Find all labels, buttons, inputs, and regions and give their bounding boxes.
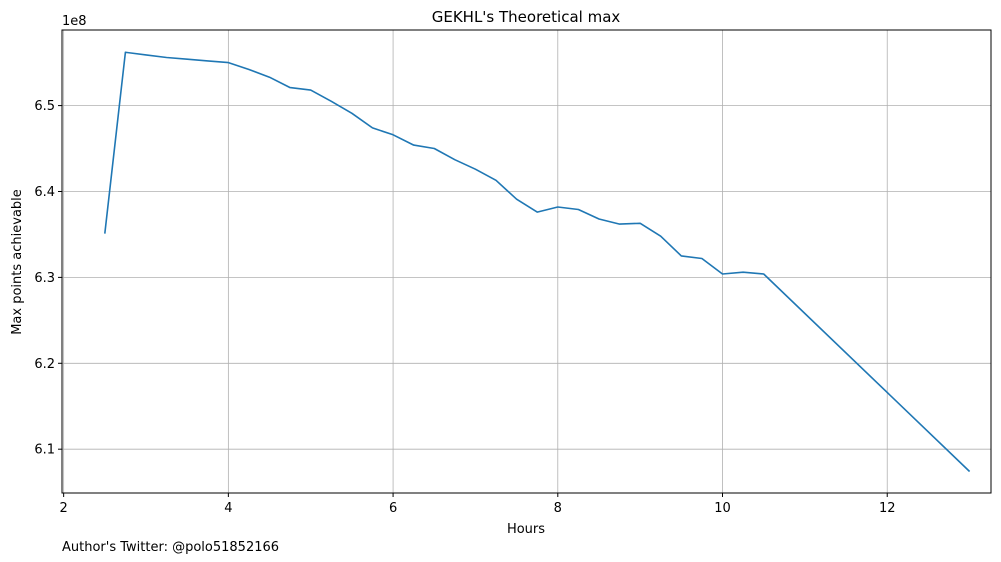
x-tick-label: 2 [60,501,68,516]
x-tick-label: 8 [554,501,562,516]
plot-frame [61,29,992,494]
y-tick-label: 6.1 [34,443,55,458]
y-offset-label: 1e8 [62,14,87,29]
y-tick-label: 6.2 [34,357,55,372]
chart-title: GEKHL's Theoretical max [432,8,621,26]
series-layer [104,51,971,473]
series-line [104,51,971,473]
y-tick-label: 6.4 [34,185,55,200]
x-tick-label: 12 [879,501,896,516]
y-axis: 6.1 6.2 6.3 6.4 6.5 [34,99,62,458]
author-note: Author's Twitter: @polo51852166 [62,540,279,555]
x-axis: 2 4 6 8 10 12 [60,493,896,516]
x-tick-label: 6 [389,501,397,516]
y-tick-label: 6.3 [34,271,55,286]
x-tick-label: 4 [224,501,232,516]
x-tick-label: 10 [714,501,731,516]
x-axis-title: Hours [507,522,545,537]
grid [62,30,991,493]
y-axis-title: Max points achievable [10,189,25,335]
y-tick-label: 6.5 [34,99,55,114]
